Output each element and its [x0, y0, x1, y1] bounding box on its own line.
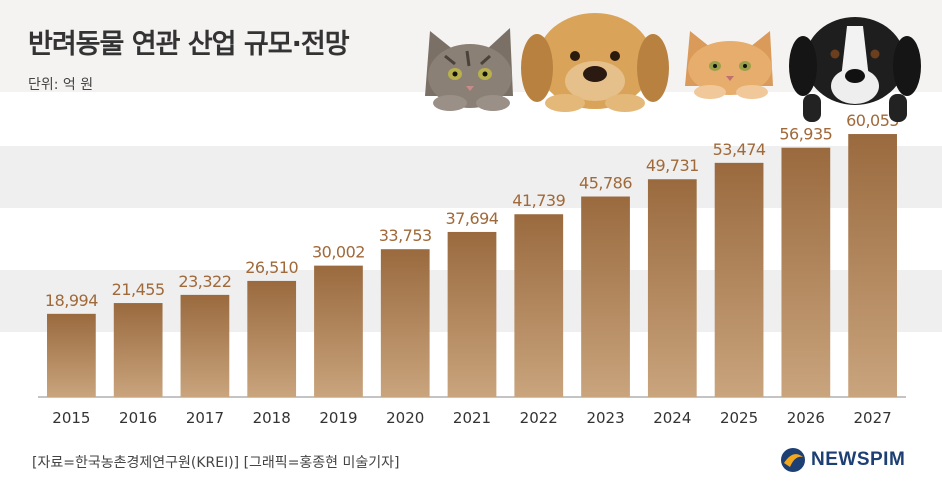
newspim-logo: NEWSPIM: [780, 446, 905, 474]
source-credit: [자료=한국농촌경제연구원(KREI)] [그래픽=홍종현 미술기자]: [32, 455, 400, 471]
tabby-cat-icon: [425, 28, 513, 111]
page-title: 반려동물 연관 산업 규모·전망: [28, 29, 350, 60]
bar-2018: [247, 280, 297, 397]
bar-2024: [647, 179, 697, 397]
x-tick-2025: 2025: [720, 409, 758, 427]
bar-2023: [581, 196, 630, 397]
value-label-2017: 23,322: [178, 272, 231, 291]
x-tick-2015: 2015: [52, 409, 90, 427]
value-label-2019: 30,002: [312, 243, 365, 262]
value-label-2016: 21,455: [112, 280, 165, 299]
x-tick-2023: 2023: [586, 409, 624, 427]
value-label-2018: 26,510: [245, 258, 298, 277]
golden-dog-icon: [521, 13, 669, 112]
x-tick-2018: 2018: [253, 409, 291, 427]
value-label-2024: 49,731: [646, 156, 699, 175]
bar-2020: [380, 249, 430, 397]
orange-cat-icon: [685, 31, 773, 99]
bar-2021: [447, 231, 497, 397]
value-label-2015: 18,994: [45, 291, 98, 310]
black-dog-icon: [789, 17, 921, 122]
value-label-2020: 33,753: [379, 226, 432, 245]
x-tick-2016: 2016: [119, 409, 157, 427]
bar-2015: [47, 313, 96, 397]
x-tick-2019: 2019: [319, 409, 357, 427]
value-label-2027: 60,055: [846, 111, 899, 130]
bar-2019: [314, 265, 363, 397]
bar-2022: [514, 214, 564, 397]
value-label-2025: 53,474: [713, 140, 766, 159]
x-tick-2026: 2026: [787, 409, 825, 427]
newspim-logo-icon: [781, 448, 805, 472]
x-tick-2017: 2017: [186, 409, 224, 427]
x-tick-2027: 2027: [854, 409, 892, 427]
unit-label: 단위: 억 원: [28, 77, 94, 93]
x-tick-2024: 2024: [653, 409, 691, 427]
value-label-2021: 37,694: [446, 209, 499, 228]
x-tick-2022: 2022: [520, 409, 558, 427]
x-tick-2020: 2020: [386, 409, 424, 427]
value-label-2023: 45,786: [579, 174, 632, 193]
pets-illustration: [425, 13, 921, 122]
value-label-2022: 41,739: [512, 191, 565, 210]
bar-2026: [781, 147, 831, 397]
value-label-2026: 56,935: [779, 125, 832, 144]
bar-2017: [180, 294, 230, 397]
bar-2027: [848, 134, 897, 397]
logo-text: NEWSPIM: [811, 449, 906, 470]
x-tick-2021: 2021: [453, 409, 491, 427]
bar-2025: [714, 162, 764, 397]
bar-2016: [113, 303, 163, 397]
